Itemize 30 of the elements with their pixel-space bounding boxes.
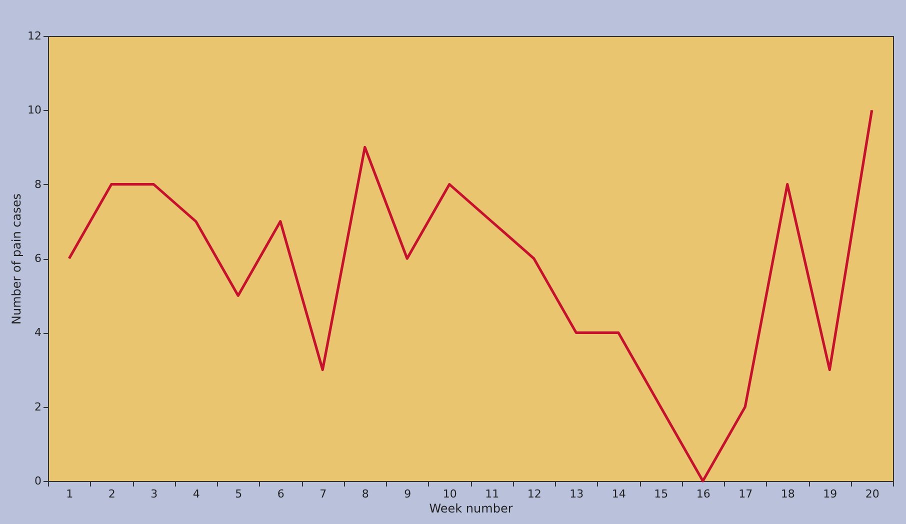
x-tick-label: 6 [277, 488, 284, 500]
x-tick-label: 7 [320, 488, 327, 500]
y-tick-label: 0 [34, 474, 42, 488]
x-tick-label: 11 [485, 488, 500, 500]
x-tick-label: 3 [150, 488, 158, 500]
x-tick-label: 15 [654, 488, 668, 500]
x-tick-label: 2 [108, 488, 116, 500]
line-series [68, 108, 874, 482]
x-tick-label: 16 [696, 488, 710, 500]
y-tick-label: 10 [28, 104, 42, 117]
y-axis-title: Number of pain cases [10, 194, 24, 324]
x-tick-label: 17 [738, 488, 753, 500]
x-tick-label: 1 [66, 488, 74, 500]
x-tick-label: 12 [527, 488, 542, 500]
y-tick-label: 12 [28, 30, 42, 42]
x-axis-title: Week number [429, 502, 513, 516]
x-tick-label: 14 [612, 488, 626, 500]
y-tick-label: 2 [34, 400, 42, 414]
y-tick-label: 6 [34, 252, 42, 265]
x-tick-label: 10 [442, 488, 457, 500]
x-tick-label: 13 [570, 488, 584, 500]
x-tick-label: 8 [362, 488, 369, 500]
y-tick-label: 4 [34, 326, 42, 340]
x-tick-label: 19 [823, 488, 838, 500]
y-tick-label: 8 [34, 178, 42, 191]
x-tick-label: 4 [192, 488, 200, 500]
x-tick-label: 18 [780, 488, 795, 500]
x-tick-label: 20 [865, 488, 880, 500]
x-tick-label: 9 [404, 488, 412, 500]
x-tick-label: 5 [235, 488, 242, 500]
